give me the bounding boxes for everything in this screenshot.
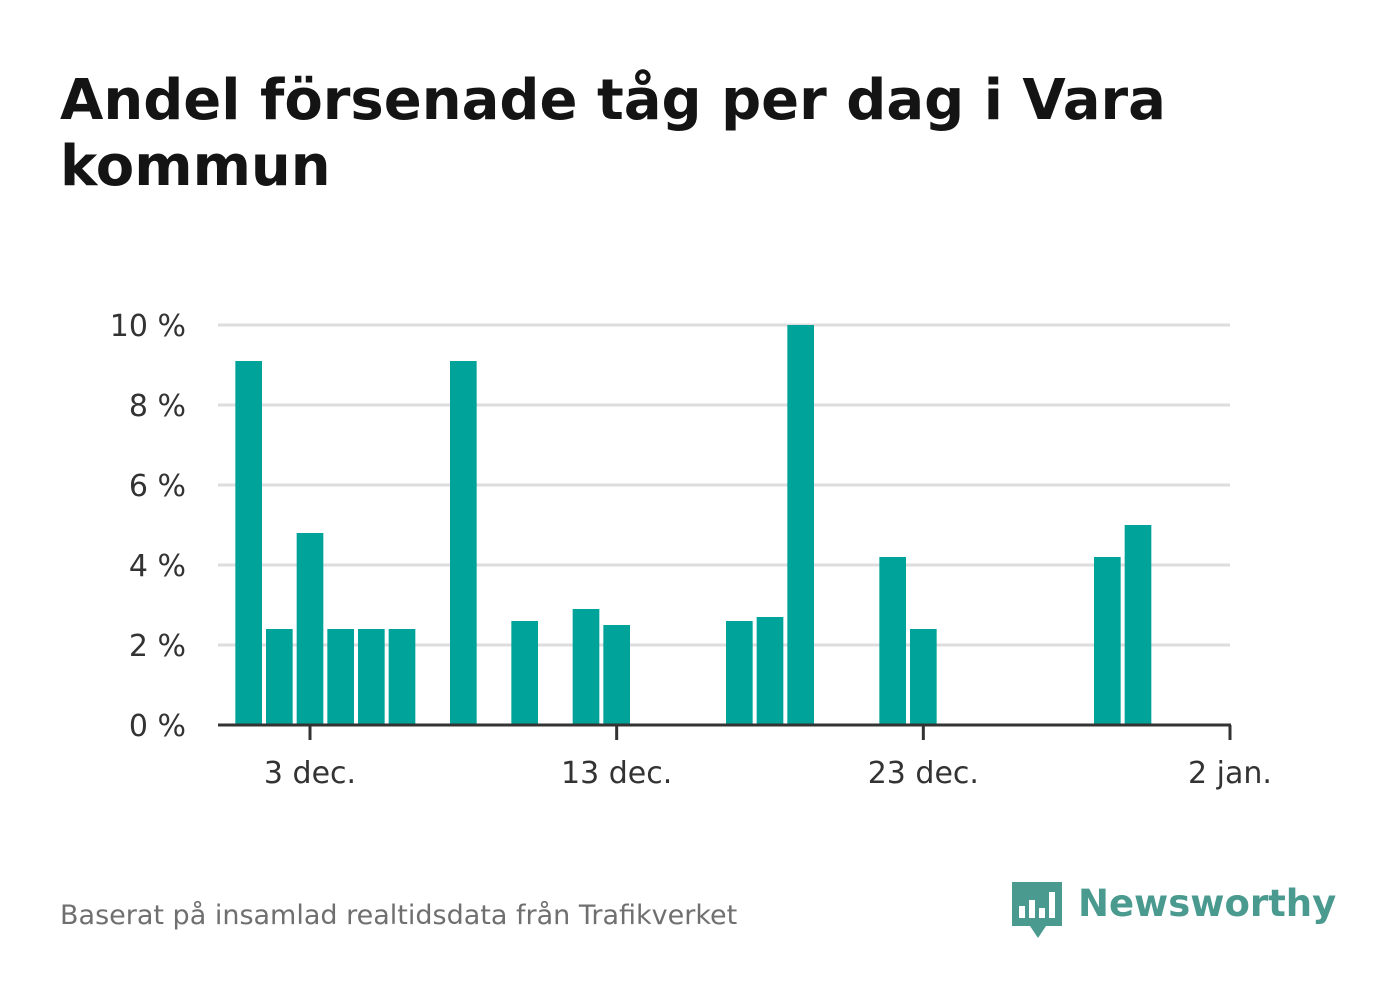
bar [910,629,937,725]
bar [235,361,262,725]
bar [327,629,354,725]
bar [358,629,385,725]
y-tick-label: 2 % [129,629,186,664]
bar [388,629,416,725]
bar [756,617,784,725]
y-axis-labels: 0 % 2 % 4 % 6 % 8 % 10 % [110,309,186,744]
chart-title: Andel försenade tåg per dag i Vara kommu… [60,68,1166,199]
bar [1094,557,1121,725]
y-tick-label: 0 % [129,709,186,744]
y-tick-label: 6 % [129,469,186,504]
y-tick-label: 8 % [129,389,186,424]
brand-name: Newsworthy [1078,882,1337,925]
source-note: Baserat på insamlad realtidsdata från Tr… [60,900,738,931]
bar-chart: 0 % 2 % 4 % 6 % 8 % 10 % 3 dec. 13 dec. 23 dec.… [110,309,1272,791]
gridlines [218,323,1230,647]
newsworthy-logo-icon [1012,882,1062,938]
y-tick-label: 4 % [129,549,186,584]
x-tick-label: 3 dec. [264,756,356,791]
bar [603,625,630,725]
brand-logo: Newsworthy [1010,878,1336,940]
bar [879,557,906,725]
bar [787,325,814,725]
x-tick-label: 23 dec. [868,756,979,791]
bar [572,609,600,725]
bar [511,621,538,725]
bar-series [235,325,1152,725]
bar [450,361,477,725]
y-tick-label: 10 % [110,309,186,344]
bar [726,621,753,725]
x-tick-label: 2 jan. [1188,756,1272,791]
x-axis-ticks: 3 dec. 13 dec. 23 dec. 2 jan. [264,725,1272,791]
x-tick-label: 13 dec. [561,756,672,791]
bar [296,533,324,725]
bar [1124,525,1152,725]
bar [266,629,293,725]
